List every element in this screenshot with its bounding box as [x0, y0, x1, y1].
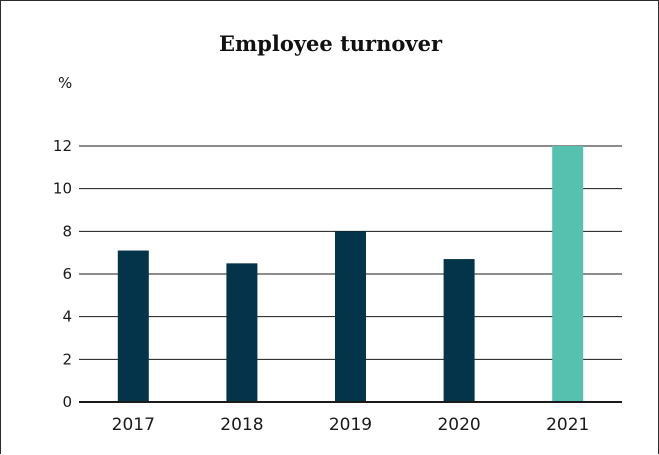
y-tick-label: 12 [53, 137, 72, 155]
bar-2017 [117, 250, 149, 402]
x-tick-label: 2020 [437, 415, 480, 435]
bar-2019 [335, 231, 366, 402]
x-tick-label: 2019 [329, 415, 372, 435]
chart-title: Employee turnover [218, 31, 443, 56]
bar-2020 [443, 259, 475, 402]
y-tick-label: 6 [62, 265, 72, 283]
y-axis-unit-label: % [58, 74, 72, 92]
bar-2018 [226, 263, 258, 402]
x-axis-ticks: 2017 2018 2019 2020 2021 [112, 415, 590, 435]
x-tick-label: 2017 [112, 415, 155, 435]
y-axis-ticks: 0 2 4 6 8 10 12 [53, 137, 72, 411]
bar-2021 [552, 146, 584, 402]
x-tick-label: 2021 [546, 415, 589, 435]
y-tick-label: 10 [53, 180, 72, 198]
x-tick-label: 2018 [220, 415, 263, 435]
bars [117, 146, 584, 402]
y-tick-label: 0 [62, 393, 72, 411]
y-tick-label: 2 [62, 350, 72, 368]
y-tick-label: 8 [62, 222, 72, 240]
y-tick-label: 4 [62, 308, 72, 326]
